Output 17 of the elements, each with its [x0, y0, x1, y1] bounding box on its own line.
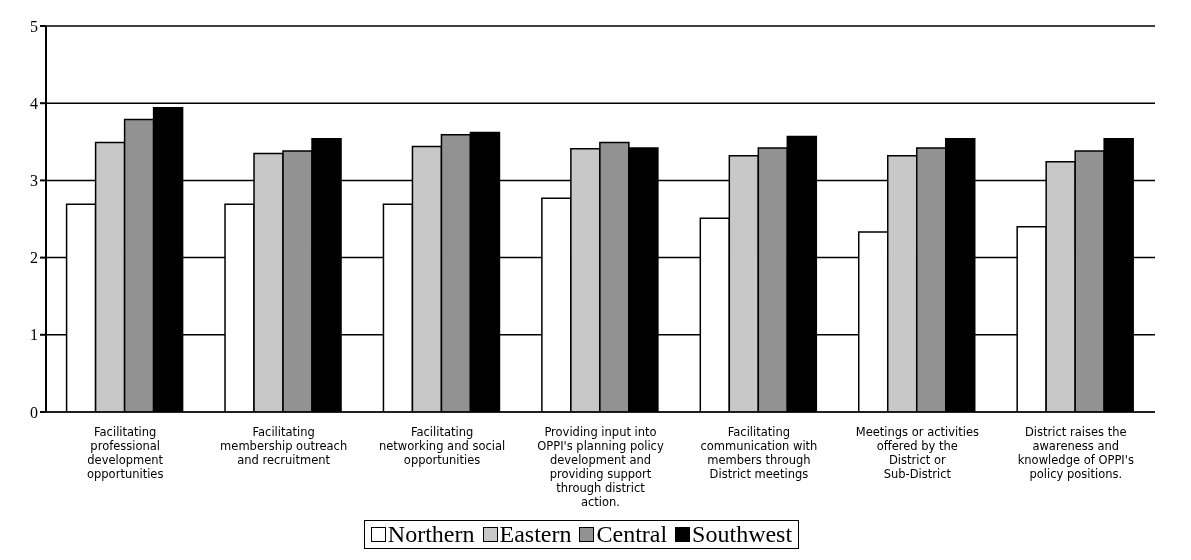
y-tick-label: 0 — [30, 403, 38, 421]
y-tick-label: 4 — [30, 94, 38, 112]
legend-label: Southwest — [691, 521, 793, 548]
y-tick-label: 1 — [30, 326, 38, 344]
legend-label: Eastern — [498, 521, 572, 548]
x-tick-label: Facilitating professional development opportunities — [86, 425, 164, 481]
y-tick-label: 5 — [30, 17, 38, 35]
y-tick-label: 3 — [30, 172, 38, 190]
x-tick-label: Facilitating networking and social opportunities — [378, 425, 506, 467]
x-tick-label: Facilitating membership outreach and recruitment — [220, 425, 348, 467]
x-tick-label: Providing input into OPPI's planning policy development and providing support through district action. — [537, 425, 664, 509]
x-tick-label: Meetings or activities offered by the District or Sub-District — [855, 425, 979, 481]
legend-label: Northern — [386, 521, 475, 548]
x-tick-label: District raises the awareness and knowledge of OPPI's policy positions. — [1017, 425, 1134, 481]
y-tick-label: 2 — [30, 249, 38, 267]
x-tick-label: Facilitating communication with members through District meetings — [700, 425, 818, 481]
legend-label: Central — [595, 521, 668, 548]
